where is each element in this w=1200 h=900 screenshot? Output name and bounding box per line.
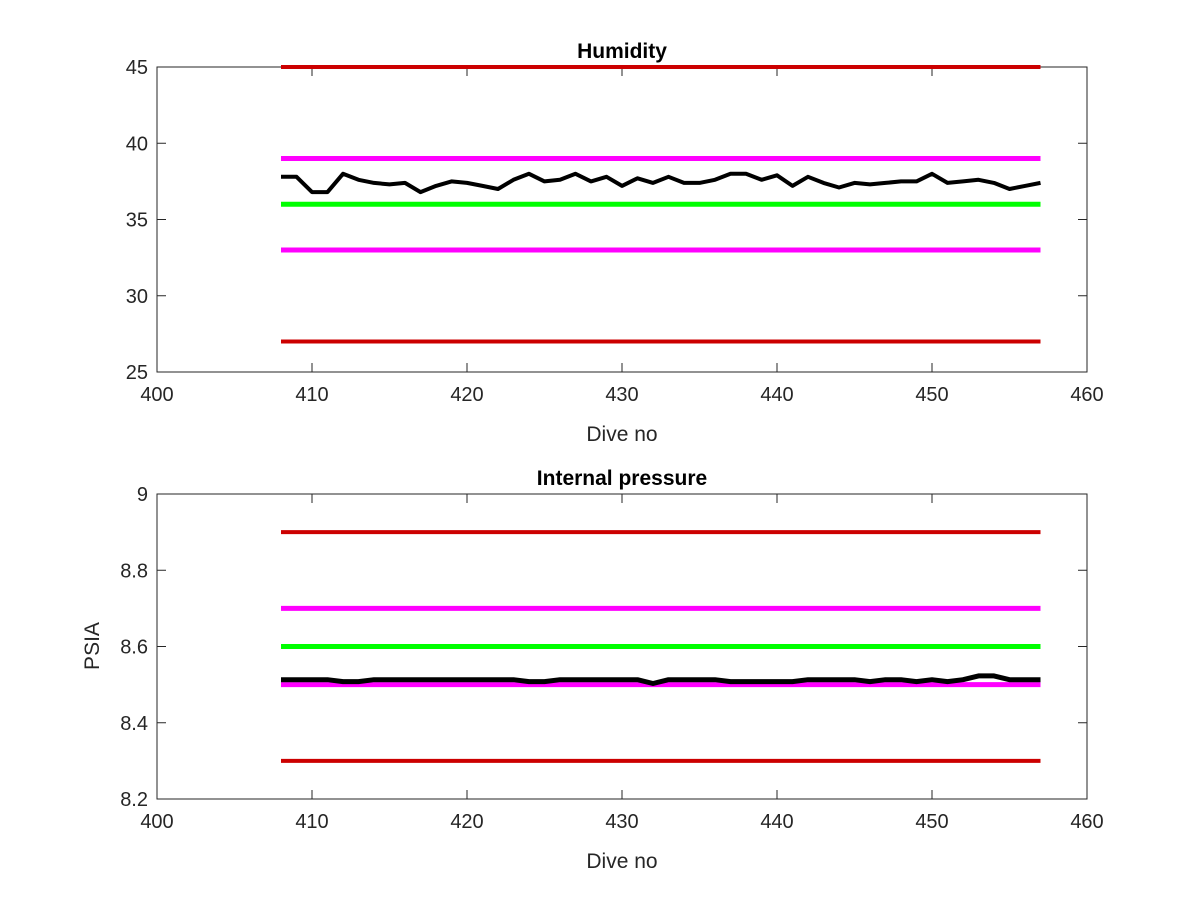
humidity-xtick-label: 440 <box>760 384 793 406</box>
humidity-ytick-label: 40 <box>126 133 148 155</box>
internal-pressure-xlabel: Dive no <box>586 850 657 873</box>
humidity-tick-labels: 400 410 420 430 440 450 460 25 30 35 40 45 <box>126 57 1104 406</box>
humidity-ytick-label: 45 <box>126 57 148 79</box>
humidity-xlabel: Dive no <box>586 423 657 446</box>
humidity-xtick-label: 410 <box>295 384 328 406</box>
internal-pressure-xtick-label: 420 <box>450 811 483 833</box>
humidity-xtick-label: 450 <box>915 384 948 406</box>
humidity-title: Humidity <box>577 40 667 63</box>
humidity-ytick-label: 25 <box>126 362 148 384</box>
humidity-xtick-label: 430 <box>605 384 638 406</box>
internal-pressure-series-line-5 <box>281 673 1041 686</box>
humidity-series-line-5 <box>281 171 1041 195</box>
internal-pressure-ytick-label: 8.8 <box>120 560 148 582</box>
internal-pressure-xtick-label: 450 <box>915 811 948 833</box>
internal-pressure-xtick-label: 410 <box>295 811 328 833</box>
humidity-xtick-label: 420 <box>450 384 483 406</box>
internal-pressure-xtick-label: 460 <box>1070 811 1103 833</box>
internal-pressure-xtick-label: 440 <box>760 811 793 833</box>
internal-pressure-ylabel: PSIA <box>81 622 104 670</box>
internal-pressure-title: Internal pressure <box>537 467 707 490</box>
internal-pressure-xtick-label: 430 <box>605 811 638 833</box>
internal-pressure-series <box>281 530 1041 763</box>
humidity-plot-area <box>156 66 1088 373</box>
humidity-axes: 400 410 420 430 440 450 460 25 30 35 40 45 Humidity… <box>126 40 1104 446</box>
internal-pressure-ticks <box>156 493 1088 800</box>
humidity-xtick-label: 460 <box>1070 384 1103 406</box>
humidity-ytick-label: 30 <box>126 286 148 308</box>
internal-pressure-ytick-label: 8.6 <box>120 637 148 659</box>
humidity-xtick-label: 400 <box>140 384 173 406</box>
humidity-series <box>281 65 1041 344</box>
humidity-ytick-label: 35 <box>126 210 148 232</box>
internal-pressure-axes: 400 410 420 430 440 450 460 8.2 8.4 8.6 8.8 9 Inter… <box>81 467 1104 873</box>
internal-pressure-ytick-label: 9 <box>137 484 148 506</box>
internal-pressure-ytick-label: 8.4 <box>120 713 148 735</box>
internal-pressure-xtick-label: 400 <box>140 811 173 833</box>
internal-pressure-ytick-label: 8.2 <box>120 789 148 811</box>
internal-pressure-tick-labels: 400 410 420 430 440 450 460 8.2 8.4 8.6 8.8 9 <box>120 484 1104 833</box>
